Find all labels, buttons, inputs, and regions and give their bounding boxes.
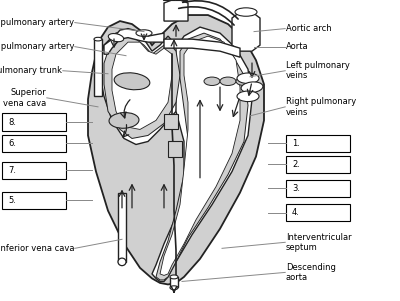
Polygon shape — [164, 114, 178, 129]
Ellipse shape — [136, 30, 152, 36]
Ellipse shape — [241, 82, 263, 93]
Text: Aortic arch: Aortic arch — [286, 24, 332, 33]
Text: Left pulmonary artery: Left pulmonary artery — [0, 18, 74, 27]
Ellipse shape — [94, 37, 102, 41]
Polygon shape — [164, 39, 240, 57]
Polygon shape — [100, 30, 184, 144]
Text: 5.: 5. — [8, 196, 16, 205]
Polygon shape — [88, 15, 264, 284]
Polygon shape — [164, 0, 188, 21]
Ellipse shape — [204, 77, 220, 85]
Text: 7.: 7. — [8, 166, 16, 175]
Text: Aorta: Aorta — [286, 42, 309, 51]
Text: Right pulmonary artery: Right pulmonary artery — [0, 42, 74, 51]
Text: Right pulmonary
veins: Right pulmonary veins — [286, 97, 356, 116]
Ellipse shape — [118, 258, 126, 265]
Bar — [286, 135, 350, 152]
Bar — [286, 204, 350, 221]
Text: Descending
aorta: Descending aorta — [286, 263, 336, 282]
Text: 6.: 6. — [8, 139, 16, 148]
Polygon shape — [118, 193, 126, 262]
Bar — [2, 192, 66, 209]
Polygon shape — [232, 12, 260, 51]
Ellipse shape — [236, 77, 252, 85]
Ellipse shape — [237, 73, 259, 83]
Ellipse shape — [170, 275, 178, 279]
Text: Inferior vena cava: Inferior vena cava — [0, 244, 74, 253]
Ellipse shape — [108, 33, 124, 42]
Ellipse shape — [170, 286, 178, 290]
Polygon shape — [152, 27, 252, 281]
Text: 2.: 2. — [292, 160, 300, 169]
Ellipse shape — [235, 8, 257, 16]
Polygon shape — [94, 39, 102, 96]
Text: Left pulmonary
veins: Left pulmonary veins — [286, 61, 350, 80]
Bar — [2, 162, 66, 179]
Ellipse shape — [237, 91, 259, 102]
Polygon shape — [170, 277, 178, 287]
Text: Interventricular
septum: Interventricular septum — [286, 233, 352, 252]
Polygon shape — [112, 42, 172, 129]
Polygon shape — [104, 36, 180, 138]
Text: 3.: 3. — [292, 184, 300, 193]
Bar — [2, 113, 66, 131]
Ellipse shape — [220, 77, 236, 85]
Ellipse shape — [114, 73, 150, 90]
Bar — [286, 180, 350, 197]
Text: Superior
vena cava: Superior vena cava — [3, 88, 46, 107]
Polygon shape — [104, 29, 164, 54]
Bar — [2, 135, 66, 152]
Polygon shape — [168, 141, 182, 157]
Ellipse shape — [109, 113, 139, 128]
Text: 8.: 8. — [8, 118, 16, 127]
Polygon shape — [160, 36, 240, 275]
Polygon shape — [156, 33, 248, 280]
Text: Pulmonary trunk: Pulmonary trunk — [0, 66, 62, 75]
Text: 4.: 4. — [292, 208, 300, 217]
Bar — [286, 156, 350, 173]
Text: 1.: 1. — [292, 139, 300, 148]
